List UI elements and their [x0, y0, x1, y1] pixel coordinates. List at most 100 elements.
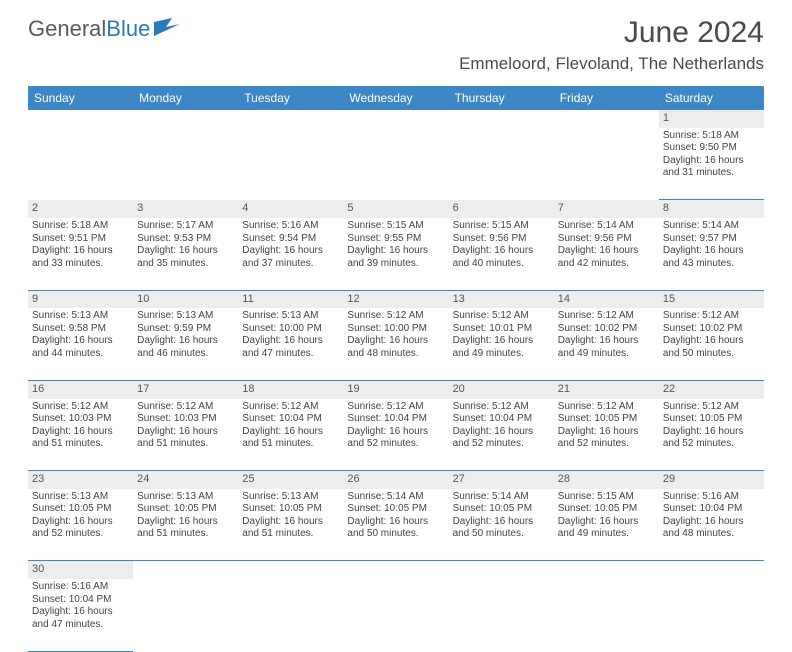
- detail-row: Sunrise: 5:13 AMSunset: 9:58 PMDaylight:…: [28, 308, 764, 380]
- cell-d1: Daylight: 16 hours: [453, 516, 550, 529]
- day-number-cell: [133, 561, 238, 579]
- cell-sr: Sunrise: 5:12 AM: [663, 310, 760, 323]
- cell-sr: Sunrise: 5:17 AM: [137, 220, 234, 233]
- cell-sr: Sunrise: 5:14 AM: [453, 491, 550, 504]
- cell-ss: Sunset: 10:00 PM: [347, 323, 444, 336]
- cell-d1: Daylight: 16 hours: [137, 516, 234, 529]
- day-number-cell: [133, 110, 238, 128]
- cell-ss: Sunset: 10:04 PM: [242, 413, 339, 426]
- cell-d2: and 50 minutes.: [663, 348, 760, 361]
- cell-d2: and 46 minutes.: [137, 348, 234, 361]
- day-header: Tuesday: [238, 86, 343, 110]
- day-number-cell: 5: [343, 200, 448, 218]
- day-detail-cell: Sunrise: 5:13 AMSunset: 10:00 PMDaylight…: [238, 308, 343, 380]
- day-number-cell: [28, 110, 133, 128]
- daynum-row: 2345678: [28, 200, 764, 218]
- day-detail-cell: Sunrise: 5:17 AMSunset: 9:53 PMDaylight:…: [133, 218, 238, 290]
- cell-d2: and 52 minutes.: [32, 528, 129, 541]
- cell-ss: Sunset: 10:05 PM: [663, 413, 760, 426]
- cell-ss: Sunset: 10:02 PM: [558, 323, 655, 336]
- cell-d1: Daylight: 16 hours: [558, 426, 655, 439]
- day-detail-cell: [28, 128, 133, 200]
- daynum-row: 16171819202122: [28, 380, 764, 398]
- cell-sr: Sunrise: 5:14 AM: [347, 491, 444, 504]
- day-detail-cell: Sunrise: 5:14 AMSunset: 10:05 PMDaylight…: [449, 489, 554, 561]
- day-number-cell: 9: [28, 290, 133, 308]
- day-number-cell: 11: [238, 290, 343, 308]
- cell-ss: Sunset: 9:53 PM: [137, 233, 234, 246]
- day-detail-cell: Sunrise: 5:16 AMSunset: 10:04 PMDaylight…: [28, 579, 133, 651]
- day-detail-cell: Sunrise: 5:13 AMSunset: 10:05 PMDaylight…: [28, 489, 133, 561]
- cell-sr: Sunrise: 5:13 AM: [32, 491, 129, 504]
- day-number-cell: 29: [659, 471, 764, 489]
- day-detail-cell: [659, 579, 764, 651]
- day-detail-cell: Sunrise: 5:13 AMSunset: 10:05 PMDaylight…: [238, 489, 343, 561]
- day-number-cell: 15: [659, 290, 764, 308]
- cell-d2: and 51 minutes.: [242, 528, 339, 541]
- day-number-cell: 30: [28, 561, 133, 579]
- cell-d2: and 52 minutes.: [347, 438, 444, 451]
- day-number-cell: 3: [133, 200, 238, 218]
- cell-d2: and 33 minutes.: [32, 258, 129, 271]
- cell-d1: Daylight: 16 hours: [558, 516, 655, 529]
- cell-d1: Daylight: 16 hours: [558, 335, 655, 348]
- detail-row: Sunrise: 5:16 AMSunset: 10:04 PMDaylight…: [28, 579, 764, 651]
- day-detail-cell: Sunrise: 5:14 AMSunset: 9:56 PMDaylight:…: [554, 218, 659, 290]
- cell-d1: Daylight: 16 hours: [663, 155, 760, 168]
- cell-sr: Sunrise: 5:12 AM: [663, 401, 760, 414]
- day-number-cell: 6: [449, 200, 554, 218]
- logo-text-blue: Blue: [106, 16, 150, 42]
- day-detail-cell: [554, 128, 659, 200]
- day-header: Sunday: [28, 86, 133, 110]
- cell-d2: and 48 minutes.: [663, 528, 760, 541]
- day-detail-cell: Sunrise: 5:15 AMSunset: 9:56 PMDaylight:…: [449, 218, 554, 290]
- cell-sr: Sunrise: 5:14 AM: [558, 220, 655, 233]
- day-number-cell: 21: [554, 380, 659, 398]
- day-header: Monday: [133, 86, 238, 110]
- cell-d1: Daylight: 16 hours: [347, 335, 444, 348]
- day-detail-cell: Sunrise: 5:12 AMSunset: 10:05 PMDaylight…: [659, 399, 764, 471]
- cell-sr: Sunrise: 5:15 AM: [347, 220, 444, 233]
- day-detail-cell: Sunrise: 5:14 AMSunset: 10:05 PMDaylight…: [343, 489, 448, 561]
- day-number-cell: 26: [343, 471, 448, 489]
- day-number-cell: 27: [449, 471, 554, 489]
- day-number-cell: 18: [238, 380, 343, 398]
- cell-ss: Sunset: 10:01 PM: [453, 323, 550, 336]
- logo-text-general: General: [28, 16, 106, 42]
- cell-sr: Sunrise: 5:15 AM: [558, 491, 655, 504]
- day-detail-cell: Sunrise: 5:12 AMSunset: 10:02 PMDaylight…: [659, 308, 764, 380]
- cell-ss: Sunset: 9:54 PM: [242, 233, 339, 246]
- cell-d2: and 37 minutes.: [242, 258, 339, 271]
- cell-d2: and 50 minutes.: [453, 528, 550, 541]
- location-text: Emmeloord, Flevoland, The Netherlands: [459, 54, 764, 74]
- cell-sr: Sunrise: 5:13 AM: [137, 491, 234, 504]
- day-number-cell: 16: [28, 380, 133, 398]
- day-number-cell: 7: [554, 200, 659, 218]
- day-number-cell: [554, 110, 659, 128]
- cell-d1: Daylight: 16 hours: [242, 516, 339, 529]
- day-detail-cell: Sunrise: 5:12 AMSunset: 10:05 PMDaylight…: [554, 399, 659, 471]
- day-detail-cell: Sunrise: 5:15 AMSunset: 10:05 PMDaylight…: [554, 489, 659, 561]
- day-number-cell: [238, 110, 343, 128]
- day-detail-cell: Sunrise: 5:16 AMSunset: 9:54 PMDaylight:…: [238, 218, 343, 290]
- day-header: Friday: [554, 86, 659, 110]
- cell-d2: and 51 minutes.: [137, 438, 234, 451]
- day-number-cell: 24: [133, 471, 238, 489]
- day-number-cell: [449, 561, 554, 579]
- cell-sr: Sunrise: 5:13 AM: [137, 310, 234, 323]
- day-detail-cell: Sunrise: 5:18 AMSunset: 9:50 PMDaylight:…: [659, 128, 764, 200]
- day-detail-cell: [343, 128, 448, 200]
- day-header-row: SundayMondayTuesdayWednesdayThursdayFrid…: [28, 86, 764, 110]
- cell-sr: Sunrise: 5:12 AM: [32, 401, 129, 414]
- day-number-cell: [343, 110, 448, 128]
- day-number-cell: 23: [28, 471, 133, 489]
- cell-sr: Sunrise: 5:12 AM: [347, 310, 444, 323]
- cell-ss: Sunset: 10:04 PM: [663, 503, 760, 516]
- day-number-cell: 17: [133, 380, 238, 398]
- day-header: Saturday: [659, 86, 764, 110]
- daynum-row: 9101112131415: [28, 290, 764, 308]
- day-detail-cell: Sunrise: 5:12 AMSunset: 10:04 PMDaylight…: [449, 399, 554, 471]
- header: GeneralBlue June 2024 Emmeloord, Flevola…: [0, 0, 792, 82]
- cell-ss: Sunset: 10:04 PM: [347, 413, 444, 426]
- detail-row: Sunrise: 5:18 AMSunset: 9:51 PMDaylight:…: [28, 218, 764, 290]
